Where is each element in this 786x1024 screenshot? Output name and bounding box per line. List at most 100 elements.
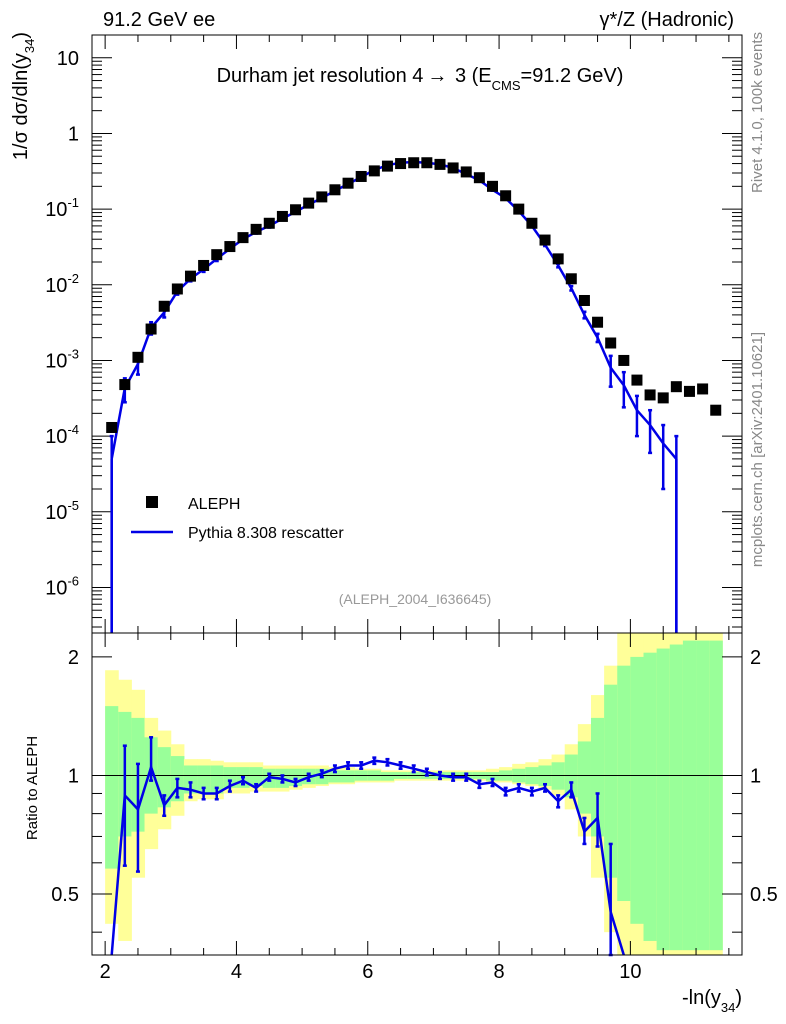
aleph-data-point — [316, 191, 328, 203]
main-y-axis-label-main: 1/σ dσ/dln(y — [10, 53, 32, 160]
aleph-data-point — [329, 184, 341, 196]
main-data-series — [106, 157, 722, 433]
ratio-y-tick-label-right: 1 — [750, 765, 761, 787]
aleph-data-point — [683, 385, 695, 397]
aleph-data-point — [381, 160, 393, 172]
plot-title-sub: CMS — [492, 78, 521, 93]
ratio-inner-band — [341, 770, 356, 783]
aleph-data-point — [539, 234, 551, 246]
main-y-tick-label-exp: -6 — [67, 573, 79, 588]
side-site-label: mcplots.cern.ch [arXiv:2401.10621] — [749, 332, 766, 567]
main-y-tick-label: 10-5 — [45, 498, 79, 524]
x-axis-label-sub: 34 — [721, 1000, 735, 1015]
x-axis-label: -ln(y34) — [682, 987, 742, 1015]
aleph-data-point — [237, 232, 249, 244]
aleph-data-point — [132, 351, 144, 363]
main-y-tick-label: 1 — [68, 123, 79, 145]
x-tick-label: 8 — [494, 961, 505, 983]
ratio-y-tick-label-right: 0.5 — [750, 884, 778, 906]
ratio-inner-band — [643, 652, 658, 941]
aleph-data-point — [447, 162, 459, 174]
main-y-tick-label: 10 — [57, 48, 79, 70]
aleph-data-point — [552, 253, 564, 265]
plot-title-end: =91.2 GeV) — [521, 65, 624, 87]
ratio-inner-band — [617, 665, 631, 901]
main-y-tick-label-base: 10 — [45, 502, 67, 524]
aleph-data-point — [487, 180, 499, 192]
ratio-y-tick-label-left: 0.5 — [51, 884, 79, 906]
aleph-data-point — [290, 204, 302, 216]
ratio-plot-frame — [91, 632, 743, 956]
aleph-data-point — [421, 157, 433, 169]
ratio-mc-line — [110, 759, 625, 956]
plot-title-main: Durham jet resolution 4 — [217, 65, 424, 87]
aleph-data-point — [631, 374, 643, 386]
ratio-inner-band — [210, 765, 224, 794]
aleph-data-point — [171, 283, 183, 295]
ratio-inner-band — [249, 767, 264, 787]
main-y-tick-label-exp: -5 — [67, 498, 79, 513]
legend-label-pythia: Pythia 8.308 rescatter — [188, 525, 344, 542]
main-y-tick-label-base: 10 — [45, 577, 67, 599]
aleph-data-point — [145, 323, 157, 335]
aleph-data-point — [276, 210, 288, 222]
main-y-axis-label-end: ) — [10, 32, 32, 39]
main-y-tick-label-base: 10 — [45, 199, 67, 221]
aleph-data-point — [605, 337, 617, 349]
ratio-axis-ticks — [92, 633, 742, 955]
aleph-data-point — [513, 203, 525, 215]
aleph-data-point — [434, 158, 446, 170]
main-axis-ticks — [92, 34, 742, 633]
main-y-axis-label-sub: 34 — [22, 39, 37, 53]
main-y-tick-label-base: 10 — [57, 48, 79, 70]
ratio-inner-band — [682, 640, 697, 951]
main-y-tick-label: 10-3 — [45, 346, 79, 372]
aleph-data-point — [355, 170, 367, 182]
aleph-data-point — [184, 270, 196, 282]
ratio-y-axis-label: Ratio to ALEPH — [24, 736, 41, 840]
main-y-tick-label: 10-6 — [45, 573, 79, 599]
main-mc-line — [110, 160, 678, 460]
ratio-y-tick-label-left: 1 — [68, 765, 79, 787]
ratio-inner-band — [656, 648, 671, 951]
x-tick-label: 2 — [100, 961, 111, 983]
main-y-axis-label: 1/σ dσ/dln(y34) — [10, 32, 37, 160]
ratio-inner-band — [590, 717, 605, 837]
ratio-inner-band — [183, 765, 198, 794]
ratio-y-tick-label-left: 2 — [68, 647, 79, 669]
plot-title-n: 3 (E — [449, 65, 491, 87]
main-y-tick-label-base: 10 — [45, 275, 67, 297]
aleph-data-point — [618, 354, 630, 366]
ratio-inner-band — [709, 640, 723, 951]
x-tick-label: 4 — [231, 961, 242, 983]
aleph-data-point — [460, 166, 472, 178]
aleph-data-point — [263, 217, 275, 229]
x-axis-label-end: ) — [735, 987, 742, 1009]
legend-marker-aleph — [146, 496, 158, 508]
plot-title-arrow: → — [427, 65, 447, 87]
ratio-inner-band — [157, 747, 172, 808]
aleph-data-point — [224, 241, 236, 253]
analysis-watermark: (ALEPH_2004_I636645) — [339, 591, 492, 607]
main-y-tick-label-exp: -1 — [67, 195, 79, 210]
main-y-tick-label: 10-4 — [45, 422, 79, 448]
ratio-inner-band — [630, 656, 645, 924]
main-y-tick-label-exp: -4 — [67, 422, 79, 437]
x-axis-label-main: -ln(y — [682, 987, 721, 1009]
ratio-inner-band — [604, 684, 618, 878]
plot-frames — [91, 34, 743, 956]
ratio-inner-band — [105, 706, 119, 869]
ratio-uncertainty-bands — [105, 633, 723, 955]
header-energy-label: 91.2 GeV ee — [103, 9, 215, 31]
main-y-tick-label-base: 10 — [45, 426, 67, 448]
header-process-label: γ*/Z (Hadronic) — [600, 9, 734, 31]
main-y-tick-label-base: 1 — [68, 123, 79, 145]
ratio-tick-labels: 0.5 0.5 1 1 2 2 2 4 6 8 10 — [51, 647, 778, 983]
aleph-data-point — [592, 316, 604, 328]
aleph-data-point — [342, 177, 354, 189]
main-y-tick-label: 10-1 — [45, 195, 79, 221]
aleph-data-point — [697, 383, 709, 395]
aleph-data-point — [250, 223, 262, 235]
aleph-data-point — [395, 158, 407, 170]
